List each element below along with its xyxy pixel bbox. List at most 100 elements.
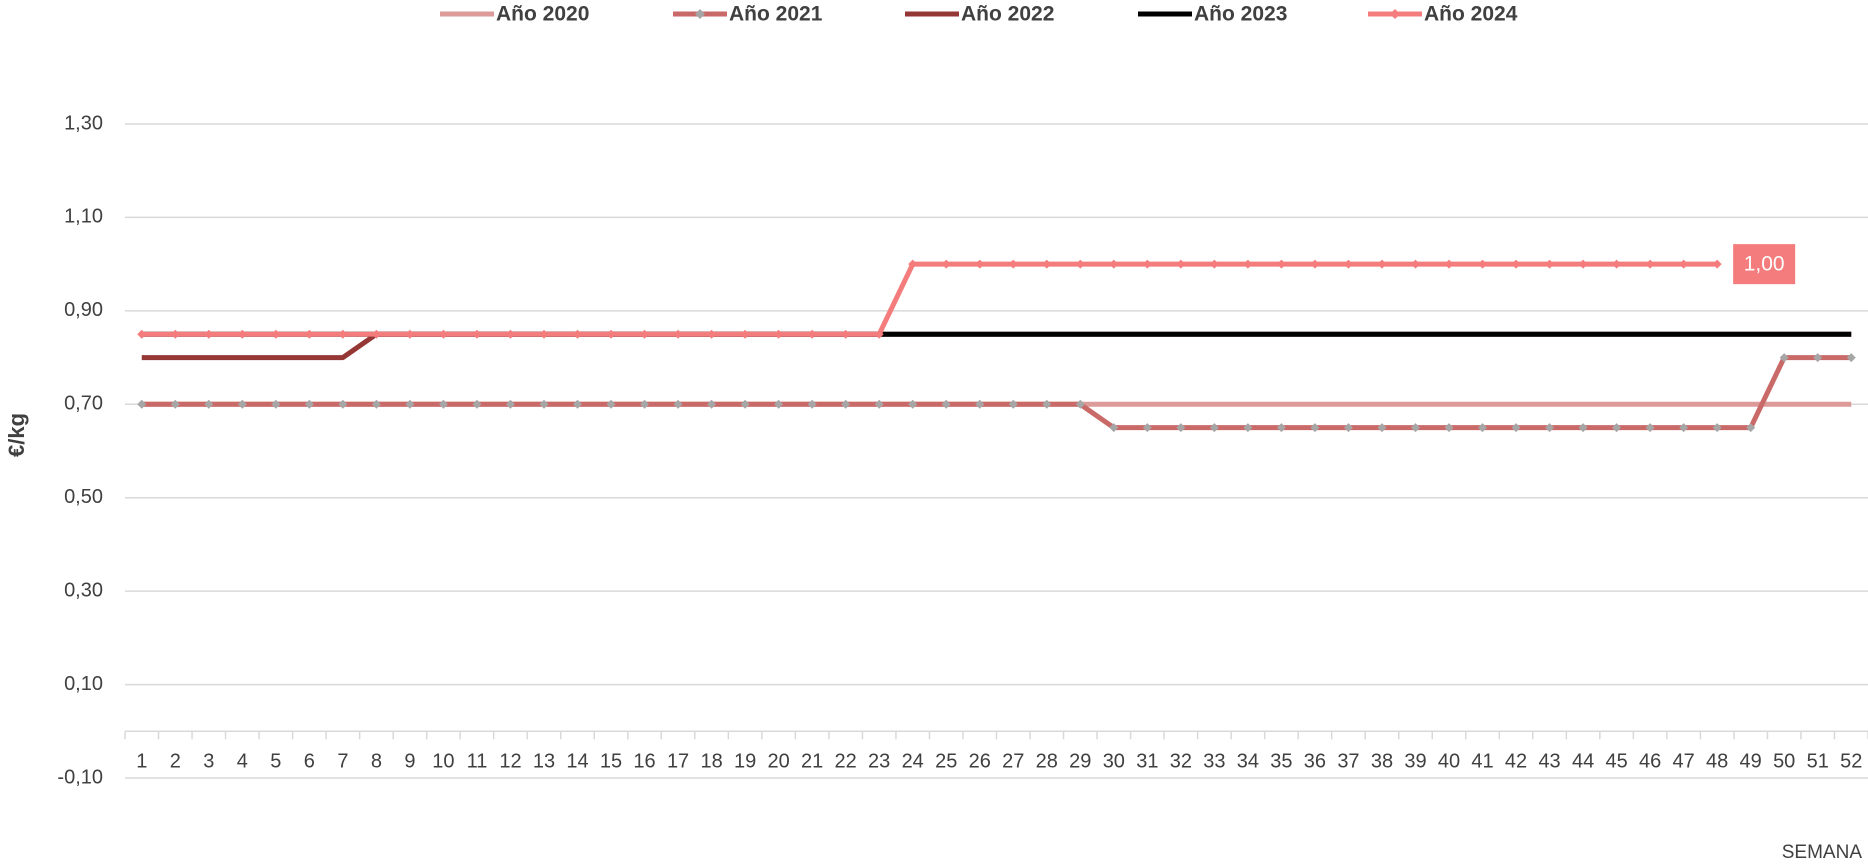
marker — [1444, 423, 1454, 433]
x-tick-label: 10 — [432, 750, 454, 772]
x-tick-label: 22 — [835, 750, 857, 772]
marker — [1645, 423, 1655, 433]
x-tick-label: 47 — [1673, 750, 1695, 772]
marker — [640, 399, 650, 409]
marker — [941, 259, 951, 269]
marker — [1410, 259, 1420, 269]
legend-label: Año 2024 — [1424, 3, 1518, 26]
marker — [1310, 423, 1320, 433]
x-tick-label: 32 — [1170, 750, 1192, 772]
marker — [304, 329, 314, 339]
marker — [237, 399, 247, 409]
x-tick-label: 44 — [1572, 750, 1594, 772]
marker — [908, 259, 918, 269]
x-tick-label: 6 — [304, 750, 315, 772]
y-tick-label: 0,30 — [64, 579, 103, 601]
x-tick-label: 41 — [1471, 750, 1493, 772]
marker — [740, 329, 750, 339]
x-tick-label: 16 — [633, 750, 655, 772]
marker — [1075, 399, 1085, 409]
x-tick-label: 40 — [1438, 750, 1460, 772]
marker — [1042, 399, 1052, 409]
marker — [1511, 423, 1521, 433]
marker — [405, 329, 415, 339]
marker — [271, 329, 281, 339]
marker — [1578, 259, 1588, 269]
marker — [1612, 259, 1622, 269]
x-tick-label: 24 — [902, 750, 924, 772]
legend-marker — [695, 9, 705, 19]
marker — [707, 399, 717, 409]
marker — [1109, 423, 1119, 433]
marker — [304, 399, 314, 409]
x-tick-label: 9 — [404, 750, 415, 772]
marker — [371, 399, 381, 409]
y-axis-title: €/kg — [4, 413, 29, 457]
marker — [1310, 259, 1320, 269]
y-tick-label: -0,10 — [57, 766, 103, 788]
marker — [1176, 259, 1186, 269]
x-tick-label: 20 — [768, 750, 790, 772]
x-tick-label: 7 — [337, 750, 348, 772]
marker — [673, 329, 683, 339]
marker — [1612, 423, 1622, 433]
x-tick-label: 8 — [371, 750, 382, 772]
marker — [573, 399, 583, 409]
marker — [774, 399, 784, 409]
x-tick-label: 46 — [1639, 750, 1661, 772]
marker — [271, 399, 281, 409]
marker — [774, 329, 784, 339]
marker — [1578, 423, 1588, 433]
x-tick-label: 18 — [700, 750, 722, 772]
marker — [1243, 423, 1253, 433]
y-tick-label: 0,70 — [64, 393, 103, 415]
marker — [640, 329, 650, 339]
marker — [740, 399, 750, 409]
marker — [975, 259, 985, 269]
marker — [874, 399, 884, 409]
marker — [1410, 423, 1420, 433]
x-tick-label: 11 — [467, 750, 488, 772]
marker — [1779, 353, 1789, 363]
marker — [204, 329, 214, 339]
marker — [371, 329, 381, 339]
x-tick-label: 4 — [237, 750, 248, 772]
legend-label: Año 2021 — [729, 3, 823, 26]
marker — [405, 399, 415, 409]
x-tick-label: 42 — [1505, 750, 1527, 772]
x-tick-label: 27 — [1002, 750, 1024, 772]
marker — [539, 399, 549, 409]
x-tick-label: 1 — [136, 750, 147, 772]
x-tick-label: 51 — [1807, 750, 1829, 772]
x-tick-label: 35 — [1270, 750, 1292, 772]
x-tick-label: 21 — [801, 750, 823, 772]
x-tick-label: 45 — [1605, 750, 1627, 772]
marker — [1008, 399, 1018, 409]
x-tick-label: 31 — [1136, 750, 1158, 772]
x-tick-label: 52 — [1840, 750, 1862, 772]
marker — [505, 399, 515, 409]
marker — [1142, 259, 1152, 269]
x-tick-label: 19 — [734, 750, 756, 772]
marker — [1846, 353, 1856, 363]
marker — [505, 329, 515, 339]
x-tick-label: 13 — [533, 750, 555, 772]
marker — [941, 399, 951, 409]
marker — [1645, 259, 1655, 269]
y-tick-label: 0,50 — [64, 486, 103, 508]
marker — [438, 329, 448, 339]
x-tick-label: 50 — [1773, 750, 1795, 772]
marker — [1243, 259, 1253, 269]
y-tick-label: 0,10 — [64, 673, 103, 695]
marker — [1679, 259, 1689, 269]
marker — [1042, 259, 1052, 269]
marker — [137, 399, 147, 409]
series-line — [141, 355, 1852, 431]
marker — [673, 399, 683, 409]
marker — [1679, 423, 1689, 433]
x-tick-label: 26 — [969, 750, 991, 772]
marker — [137, 329, 147, 339]
x-tick-label: 49 — [1740, 750, 1762, 772]
x-tick-label: 33 — [1203, 750, 1225, 772]
